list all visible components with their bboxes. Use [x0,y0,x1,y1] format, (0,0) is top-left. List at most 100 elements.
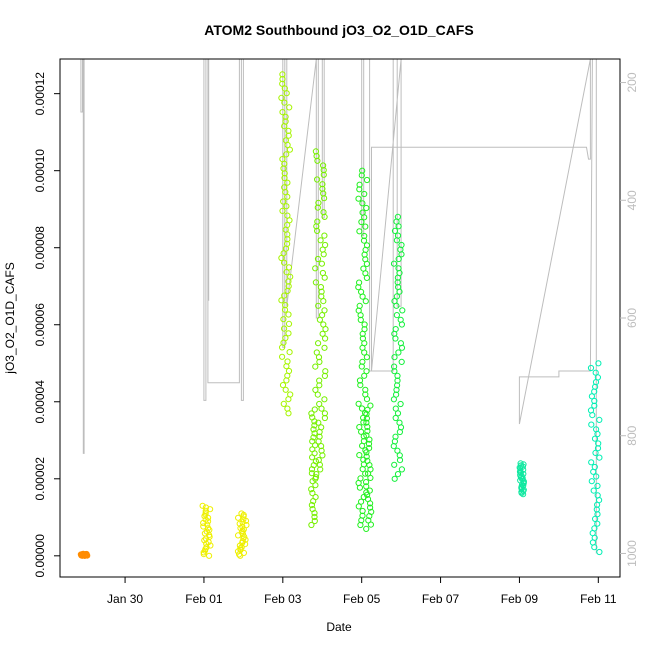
data-point [237,525,244,532]
data-point [391,461,398,468]
data-point [284,179,291,186]
data-point [321,410,328,417]
data-point [312,386,319,393]
data-point [286,349,293,356]
altitude-line [80,58,597,554]
data-point [395,255,402,263]
data-point [282,118,289,125]
data-point [280,400,287,407]
right-tick-label: 400 [625,190,639,210]
y-axis-right: 200 400 600 800 1000 [620,72,639,567]
data-point [315,419,322,426]
data-point [278,94,285,102]
data-point [317,466,324,473]
data-point [279,207,286,214]
data-point [309,506,316,513]
data-point [280,250,287,257]
data-point [394,213,401,220]
data-point [366,436,373,443]
data-point [316,377,323,384]
data-point [282,302,289,309]
data-point [318,260,325,267]
data-point [322,368,329,375]
series-2 [278,71,294,417]
data-point [594,492,601,499]
data-point [320,162,327,169]
series-3 [308,148,329,529]
data-point [359,209,366,216]
data-point [363,204,370,212]
data-point [399,307,406,314]
data-point [395,349,402,356]
data-point [398,241,405,249]
data-point [315,302,322,309]
data-point [367,402,374,409]
data-point [356,181,363,188]
data-point [314,227,321,234]
data-point [363,449,370,456]
data-point [318,443,325,450]
data-point [310,426,317,433]
data-point [319,246,326,253]
data-point [309,414,316,421]
data-point [308,470,315,477]
data-point [279,353,286,360]
data-point [392,414,399,422]
data-point [366,487,373,494]
data-point [390,260,398,267]
y-tick-label: 0.00012 [33,72,47,116]
data-point [240,526,247,533]
x-tick-label: Feb 11 [580,592,617,606]
data-point [588,421,595,428]
data-point [312,482,319,489]
data-point [596,416,603,423]
data-point [357,475,364,482]
data-point [594,482,601,489]
data-point [391,368,398,375]
data-point [319,269,326,277]
data-point [199,502,206,509]
data-point [206,552,213,559]
data-point [588,393,596,400]
data-point [285,320,293,327]
data-point [394,232,402,239]
data-point [311,517,318,525]
data-point [320,167,327,174]
data-point [520,461,527,468]
data-point [395,265,402,272]
data-point [396,419,403,426]
data-point [366,445,373,452]
data-point [309,438,316,445]
data-point [391,354,398,361]
data-point [365,440,373,447]
data-point [592,515,599,523]
data-point [397,340,404,347]
data-point [394,471,402,478]
data-point [398,358,405,365]
data-point [361,321,368,328]
data-point [286,104,293,111]
data-point [591,435,599,442]
data-point [285,367,293,375]
data-point [356,279,363,286]
data-point [312,148,319,155]
altitude-trace [80,58,597,554]
data-point [308,502,315,509]
data-point [357,382,364,389]
data-point [355,284,362,291]
data-point [284,221,291,229]
data-point [284,358,291,365]
data-point [283,203,290,210]
data-point [393,312,400,319]
data-point [592,369,599,376]
data-point [206,526,213,534]
data-point [314,176,321,183]
data-point [517,460,524,467]
series-5 [390,213,406,482]
data-point [587,364,595,372]
data-point [281,85,288,92]
y-tick-label: 0.00000 [33,534,47,578]
data-point [359,167,366,174]
data-point [359,200,366,207]
data-point [391,298,398,305]
